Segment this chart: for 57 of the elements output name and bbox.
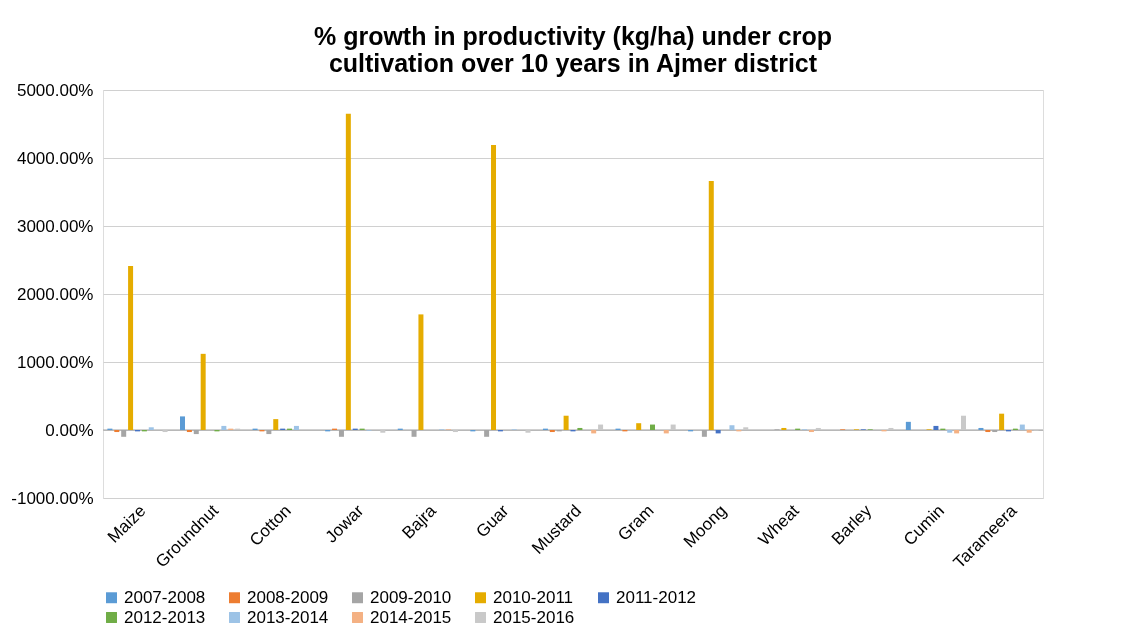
bar	[128, 266, 134, 430]
bar	[221, 425, 227, 430]
y-tick-label: 1000.00%	[16, 352, 94, 372]
y-tick-label: -1000.00%	[11, 488, 94, 508]
bar	[815, 427, 821, 430]
legend-label: 2009-2010	[370, 587, 452, 607]
legend-label: 2015-2016	[493, 607, 575, 627]
bar	[933, 425, 939, 430]
bar	[491, 145, 497, 430]
bar	[380, 430, 386, 433]
bar	[649, 424, 655, 430]
bar	[148, 427, 154, 430]
y-tick-label: 0.00%	[45, 420, 94, 440]
bar	[114, 430, 120, 433]
bar	[186, 430, 192, 433]
text: % growth in productivity (kg/ha) under crop	[313, 22, 833, 50]
bar	[598, 424, 604, 430]
y-tick-label: 5000.00%	[16, 80, 94, 100]
bar	[999, 413, 1005, 430]
bar	[418, 314, 424, 430]
bar	[179, 416, 185, 430]
bar	[525, 430, 531, 433]
legend-label: 2012-2013	[124, 607, 206, 627]
legend-label: 2007-2008	[124, 587, 206, 607]
bar	[1019, 424, 1025, 430]
bar	[1026, 430, 1032, 433]
legend-label: 2011-2012	[616, 587, 697, 607]
y-tick-label: 2000.00%	[16, 284, 94, 304]
bar	[888, 427, 894, 430]
bar	[636, 423, 642, 430]
bar	[549, 430, 555, 433]
bar	[978, 427, 984, 430]
bar	[781, 427, 787, 430]
legend-label: 2013-2014	[247, 607, 329, 627]
bar	[743, 427, 749, 430]
bar	[452, 430, 458, 433]
legend-label: 2008-2009	[247, 587, 329, 607]
bar	[162, 430, 168, 433]
legend-label: 2014-2015	[370, 607, 452, 627]
bar	[905, 421, 911, 430]
bar	[293, 425, 299, 430]
bar	[808, 430, 814, 433]
bar	[947, 430, 953, 433]
bar	[729, 425, 735, 430]
bar	[985, 430, 991, 433]
bar	[563, 415, 569, 430]
legend-label: 2010-2011	[493, 587, 574, 607]
bar	[670, 424, 676, 430]
bar	[577, 427, 583, 430]
y-tick-label: 4000.00%	[16, 148, 94, 168]
bar	[273, 419, 279, 430]
bar	[345, 113, 351, 430]
bar	[200, 353, 206, 430]
bar	[708, 181, 714, 430]
bar	[961, 415, 967, 430]
y-tick-label: 3000.00%	[16, 216, 94, 236]
text: cultivation over 10 years in Ajmer district	[328, 49, 818, 77]
